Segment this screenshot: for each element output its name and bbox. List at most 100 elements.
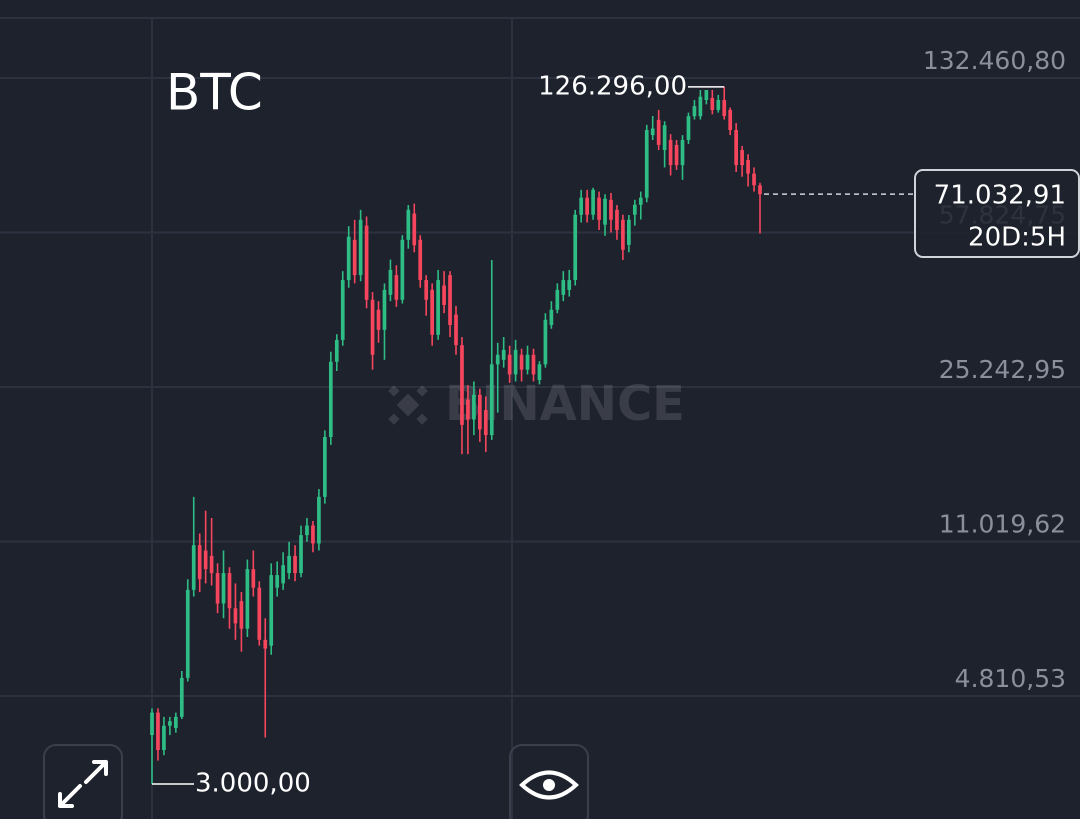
candle-body (364, 225, 369, 300)
last-price-label: 71.032,91 (934, 181, 1066, 211)
candle-body (603, 198, 607, 225)
candle-body (591, 189, 595, 215)
candle-body (644, 130, 649, 198)
candle-body (650, 128, 655, 136)
candle-body (495, 354, 500, 365)
candle-body (621, 219, 625, 250)
expand-button[interactable] (43, 744, 123, 819)
candle-body (293, 555, 297, 574)
candle-body (680, 139, 685, 166)
y-tick-label: 4.810,53 (955, 664, 1066, 693)
candle-body (513, 349, 518, 375)
candle-body (519, 354, 524, 370)
candle-body (740, 150, 744, 166)
candle-body (668, 139, 673, 166)
candle-body (466, 399, 470, 420)
candle-body (758, 185, 762, 195)
candle-body (394, 275, 399, 300)
candle-body (507, 354, 512, 375)
candle-body (376, 309, 381, 330)
min-label: 3.000,00 (195, 768, 311, 798)
y-tick-label: 25.242,95 (939, 355, 1066, 384)
candle-body (734, 130, 739, 166)
candle-body (567, 280, 572, 290)
candle-body (722, 100, 727, 117)
candle-body (472, 394, 476, 420)
candle-body (400, 239, 405, 300)
candle-body (656, 119, 661, 145)
candle-body (227, 573, 232, 609)
candle-body (537, 364, 542, 381)
candle-body (257, 587, 262, 640)
candle-body (328, 361, 333, 438)
annotations: 126.296,00 3.000,00 71.032,91 20D:5H (152, 71, 1080, 798)
candle-body (430, 289, 435, 335)
candles (150, 86, 762, 784)
candle-body (716, 100, 721, 110)
candle-body (406, 209, 411, 240)
candle-body (370, 299, 375, 355)
candle-body (275, 575, 280, 588)
button-frame[interactable] (509, 744, 589, 819)
candle-body (728, 109, 733, 131)
candle-body (662, 125, 667, 151)
candle-body (549, 309, 554, 326)
max-label: 126.296,00 (538, 71, 687, 101)
candle-body (579, 197, 584, 215)
candle-body (573, 214, 578, 281)
chart-title: BTC (166, 64, 263, 122)
visibility-button[interactable] (509, 744, 589, 819)
candle-body (162, 725, 166, 750)
candle-body (215, 573, 220, 604)
y-tick-label: 132.460,80 (923, 46, 1066, 75)
candle-body (489, 364, 494, 436)
candle-body (585, 197, 589, 215)
candle-body (340, 280, 345, 340)
button-frame[interactable] (43, 744, 123, 819)
candle-body (412, 213, 417, 246)
candle-body (501, 349, 506, 360)
candle-body (239, 601, 244, 629)
candle-body (418, 239, 423, 281)
candle-body (173, 716, 178, 729)
candle-body (352, 239, 357, 276)
eye-icon (519, 770, 579, 800)
candle-body (269, 575, 274, 646)
candle-body (561, 280, 566, 295)
candle-body (692, 106, 697, 117)
candle-body (251, 569, 256, 588)
candle-body (323, 437, 327, 497)
candle-body (245, 569, 250, 629)
candle-body (746, 160, 750, 174)
candle-body (388, 269, 393, 295)
candle-body (531, 354, 536, 375)
candle-body (615, 209, 619, 231)
candle-body (454, 314, 458, 346)
candle-body (710, 97, 715, 110)
candle-body (311, 525, 315, 544)
candle-body (627, 219, 631, 245)
candle-body (752, 173, 756, 186)
expand-icon (58, 760, 108, 808)
eye-pupil (543, 779, 555, 791)
candle-body (305, 525, 309, 536)
candle-body (209, 555, 214, 574)
watermark: BINANCE (388, 376, 685, 432)
candle-body (317, 496, 321, 544)
candle-body (263, 639, 268, 649)
candle-body (609, 199, 613, 220)
candle-body (638, 197, 643, 205)
candle-body (543, 319, 548, 365)
candle-body (203, 550, 208, 570)
candle-body (460, 345, 464, 425)
candle-body (436, 280, 440, 335)
candle-body (382, 289, 387, 330)
candle-body (698, 96, 703, 117)
candle-body (334, 339, 339, 362)
last-price-box (914, 169, 1080, 258)
candle-body (448, 275, 452, 326)
candle-body (477, 394, 482, 430)
candle-body (299, 535, 303, 574)
